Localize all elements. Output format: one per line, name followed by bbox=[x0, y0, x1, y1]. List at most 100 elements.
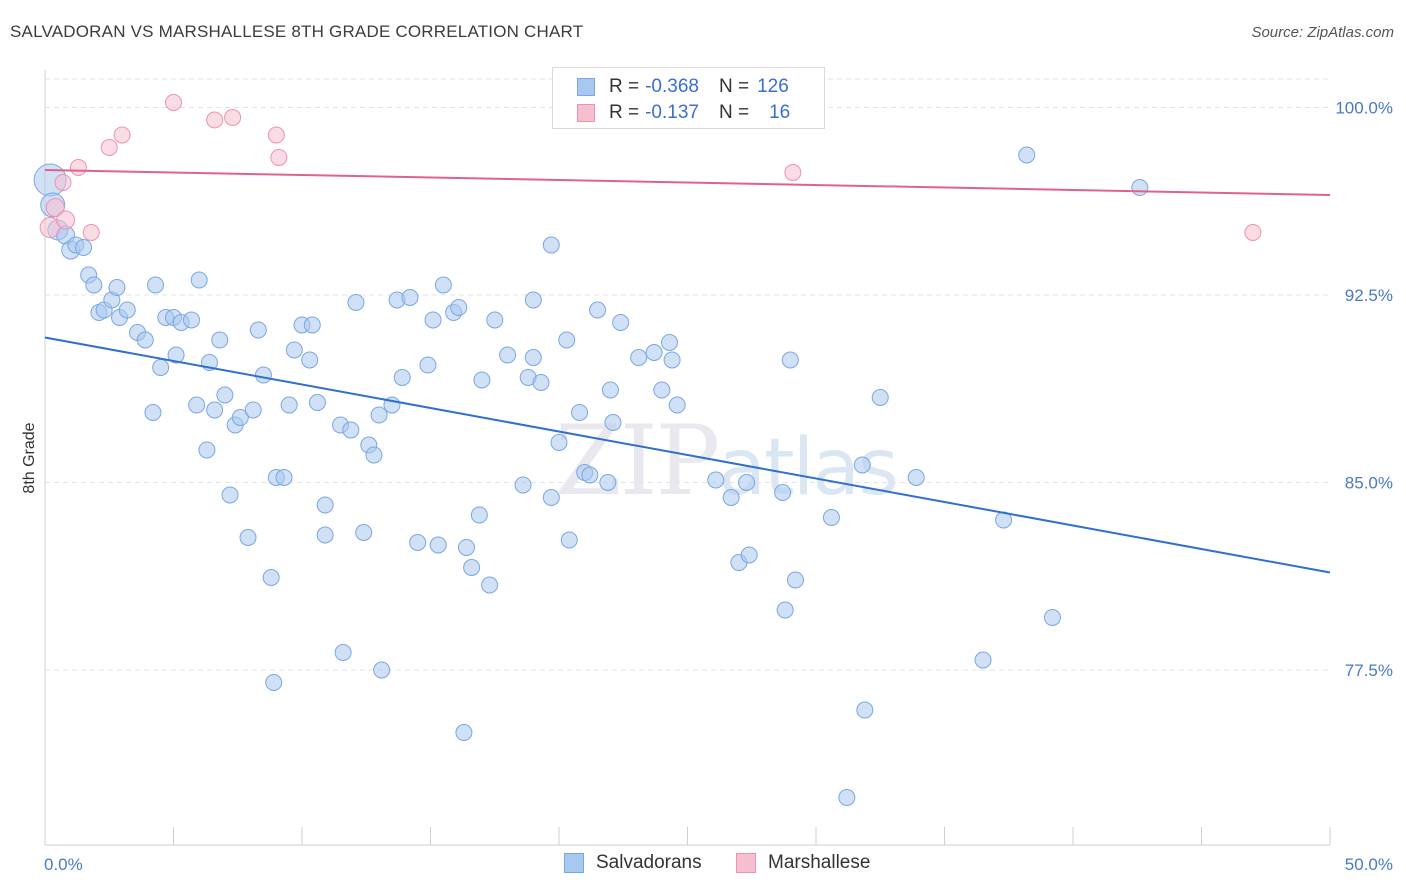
y-tick-label: 77.5% bbox=[1345, 661, 1393, 680]
salvadoran-point bbox=[571, 404, 589, 421]
marshallese-point bbox=[270, 149, 288, 166]
salvadoran-point bbox=[776, 601, 794, 619]
marshallese-point bbox=[224, 109, 242, 126]
salvadoran-point bbox=[542, 236, 560, 254]
bottom-legend-swatch-blue bbox=[564, 853, 584, 873]
salvadoran-point bbox=[558, 331, 576, 349]
salvadoran-point bbox=[786, 571, 804, 589]
legend-r-value: -0.137 bbox=[645, 102, 699, 123]
salvadoran-point bbox=[393, 369, 411, 386]
marshallese-point bbox=[54, 174, 72, 191]
salvadoran-point bbox=[147, 276, 165, 294]
marshallese-point bbox=[113, 126, 131, 144]
salvadoran-point bbox=[231, 409, 249, 426]
salvadoran-point bbox=[450, 299, 468, 316]
salvadoran-point bbox=[856, 701, 874, 719]
salvadoran-point bbox=[108, 279, 126, 296]
salvadoran-point bbox=[118, 301, 136, 319]
salvadoran-point bbox=[486, 311, 504, 329]
salvadoran-point bbox=[262, 569, 280, 586]
legend-n-value: 126 bbox=[757, 76, 789, 97]
salvadoran-point bbox=[211, 331, 229, 349]
legend-n-label: N = bbox=[718, 76, 750, 97]
salvadoran-point bbox=[473, 371, 491, 389]
salvadoran-point bbox=[136, 331, 154, 349]
marshallese-point bbox=[100, 139, 118, 156]
salvadoran-point bbox=[370, 406, 388, 424]
bottom-legend: Salvadorans Marshallese bbox=[0, 852, 1406, 876]
salvadoran-point bbox=[457, 539, 475, 556]
salvadoran-point bbox=[424, 311, 442, 329]
salvadoran-point bbox=[740, 546, 758, 564]
chart-title: SALVADORAN VS MARSHALLESE 8TH GRADE CORR… bbox=[10, 22, 584, 41]
salvadoran-point bbox=[334, 644, 352, 661]
salvadoran-point bbox=[1131, 179, 1149, 196]
y-tick-label: 85.0% bbox=[1345, 474, 1393, 493]
bottom-legend-swatch-pink bbox=[736, 853, 756, 873]
y-tick-label: 100.0% bbox=[1335, 99, 1393, 118]
salvadoran-point bbox=[188, 396, 206, 414]
salvadoran-point bbox=[265, 674, 283, 691]
salvadoran-point bbox=[167, 346, 185, 364]
salvadoran-point bbox=[308, 394, 326, 411]
salvadoran-point bbox=[1018, 146, 1036, 164]
marshallese-point bbox=[267, 126, 285, 144]
marshallese-point bbox=[82, 224, 100, 241]
salvadoran-point bbox=[524, 349, 542, 366]
salvadoran-point bbox=[722, 489, 740, 506]
marshallese-point bbox=[1244, 224, 1262, 241]
salvadoran-point bbox=[907, 469, 925, 486]
salvadoran-point bbox=[347, 294, 365, 311]
legend-swatch-pink bbox=[577, 104, 595, 122]
salvadoran-trend-line bbox=[44, 336, 1331, 574]
salvadoran-point bbox=[838, 789, 856, 806]
salvadoran-point bbox=[244, 401, 262, 419]
source-label: Source: ZipAtlas.com bbox=[1251, 24, 1394, 41]
salvadoran-point bbox=[85, 276, 103, 294]
salvadoran-point bbox=[301, 351, 319, 369]
legend-r-label: R = bbox=[609, 76, 640, 97]
salvadoran-point bbox=[481, 576, 499, 594]
marshallese-point bbox=[69, 159, 87, 176]
marshallese-point bbox=[56, 210, 76, 230]
legend-row-salvadorans: R = -0.368 N = 126 bbox=[577, 75, 789, 99]
salvadoran-point bbox=[514, 476, 532, 494]
y-axis-label: 8th Grade bbox=[21, 422, 38, 493]
legend-box: R = -0.368 N = 126 R = -0.137 N = 16 bbox=[552, 67, 825, 129]
salvadoran-point bbox=[853, 456, 871, 474]
x-tick-label: 0.0% bbox=[44, 855, 83, 874]
salvadoran-point bbox=[216, 386, 234, 404]
salvadoran-point bbox=[822, 509, 840, 526]
salvadoran-point bbox=[342, 421, 360, 439]
legend-n-label: N = bbox=[718, 102, 750, 123]
legend-r-value: -0.368 bbox=[645, 76, 699, 97]
marshallese-point bbox=[784, 164, 802, 181]
salvadoran-point bbox=[190, 271, 208, 289]
salvadoran-point bbox=[612, 314, 630, 331]
bottom-legend-marshallese: Marshallese bbox=[736, 852, 870, 874]
salvadoran-point bbox=[581, 466, 599, 484]
salvadoran-point bbox=[524, 291, 542, 309]
salvadoran-point bbox=[303, 316, 321, 334]
legend-row-marshallese: R = -0.137 N = 16 bbox=[577, 101, 790, 125]
marshallese-point bbox=[165, 94, 182, 111]
salvadoran-point bbox=[316, 526, 334, 544]
salvadoran-point bbox=[316, 496, 334, 514]
marshallese-trend-line bbox=[44, 169, 1331, 196]
salvadoran-point bbox=[871, 389, 889, 406]
watermark-zip: ZIP bbox=[555, 405, 720, 517]
salvadoran-point bbox=[542, 489, 560, 506]
salvadoran-point bbox=[75, 239, 93, 256]
salvadoran-point bbox=[974, 651, 992, 669]
salvadoran-point bbox=[429, 536, 447, 554]
legend-r-label: R = bbox=[609, 102, 640, 123]
salvadoran-point bbox=[589, 301, 607, 319]
salvadoran-point bbox=[409, 534, 427, 551]
salvadoran-point bbox=[645, 344, 663, 361]
salvadoran-point bbox=[707, 471, 725, 489]
salvadoran-point bbox=[774, 484, 792, 501]
salvadoran-point bbox=[419, 356, 437, 374]
salvadoran-point bbox=[668, 396, 686, 414]
salvadoran-point bbox=[781, 351, 799, 369]
salvadoran-point bbox=[1043, 609, 1061, 626]
